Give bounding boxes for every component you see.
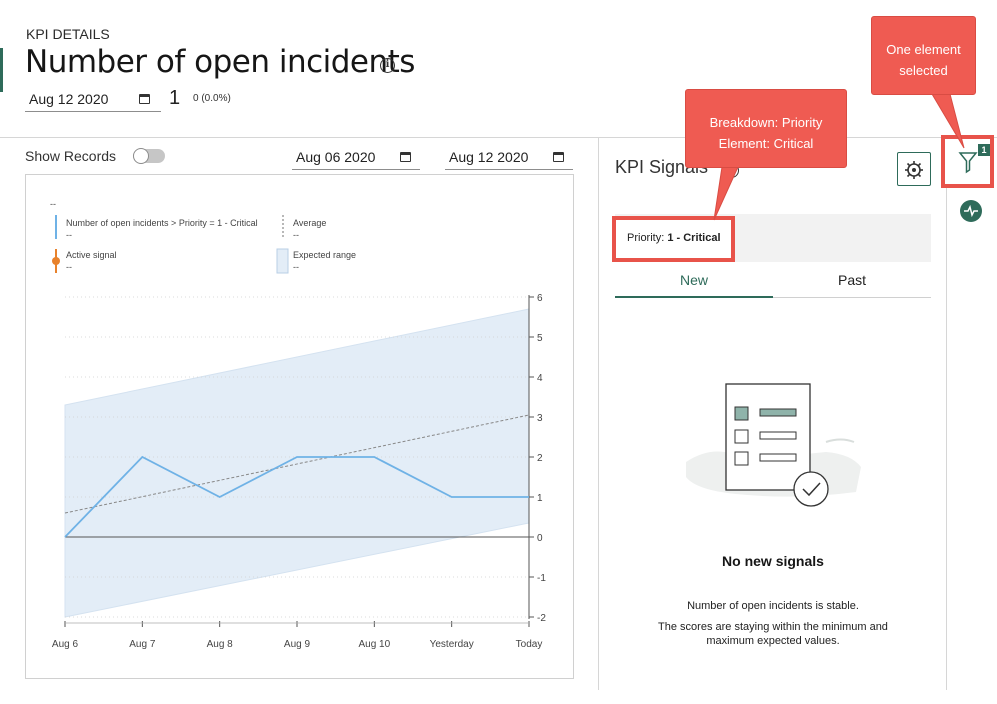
y-tick-label: 0	[537, 533, 543, 544]
y-tick-label: 5	[537, 333, 543, 344]
signals-title: KPI Signals	[615, 157, 708, 178]
signals-title-text: KPI Signals	[615, 157, 709, 177]
end-date-field[interactable]: Aug 12 2020	[445, 146, 573, 170]
legend-average-label: Average	[293, 218, 326, 228]
y-tick-label: -1	[537, 573, 546, 584]
show-records-label: Show Records	[25, 148, 117, 164]
priority-filter-chip[interactable]: Priority: 1 - Critical	[612, 216, 735, 262]
filter-count-badge: 1	[978, 144, 990, 156]
accent-bar	[0, 48, 3, 92]
kpi-change: 0 (0.0%)	[193, 93, 231, 104]
empty-title: No new signals	[722, 553, 824, 569]
activity-icon	[964, 204, 978, 218]
header-divider	[0, 137, 997, 138]
calendar-icon	[553, 152, 564, 162]
legend-series-value: --	[66, 230, 72, 240]
breakdown-callout: Breakdown: Priority Element: Critical	[685, 89, 847, 168]
signal-settings-button[interactable]	[897, 152, 931, 186]
calendar-icon	[400, 152, 411, 162]
legend-average-value: --	[293, 230, 299, 240]
toggle-knob	[133, 148, 149, 164]
start-date-value: Aug 06 2020	[296, 149, 376, 165]
y-tick-label: 2	[537, 453, 543, 464]
bottom-strip	[0, 690, 997, 704]
tab-past[interactable]: Past	[773, 272, 931, 298]
callout-one-element-text: One element	[886, 42, 961, 57]
callout-breakdown-text: Breakdown: Priority	[709, 115, 823, 130]
callout-selected-text: selected	[899, 63, 948, 78]
x-tick-label: Aug 10	[358, 639, 390, 650]
show-records-toggle[interactable]	[133, 148, 165, 164]
x-tick-label: Aug 7	[129, 639, 156, 650]
average-line	[64, 414, 530, 514]
y-tick-label: 3	[537, 413, 543, 424]
kpi-date-value: Aug 12 2020	[29, 91, 109, 107]
legend-top-value: --	[50, 199, 56, 209]
legend-active-value: --	[66, 262, 72, 272]
settings-icon	[905, 161, 923, 179]
x-tick-label: Yesterday	[430, 639, 474, 650]
panel-divider	[598, 137, 599, 704]
expected-range-band	[64, 308, 530, 618]
legend-expected-swatch	[276, 248, 289, 274]
sidebar-divider	[946, 137, 947, 704]
line-chart: -- Number of open incidents > Priority =…	[50, 199, 546, 650]
filter-button[interactable]: 1	[941, 135, 994, 188]
pulse-icon[interactable]	[960, 200, 982, 222]
x-tick-label: Aug 8	[207, 639, 234, 650]
filter-prefix: Priority:	[627, 232, 668, 244]
x-tick-label: Aug 9	[284, 639, 311, 650]
kpi-date-field[interactable]: Aug 12 2020	[25, 88, 161, 112]
filter-icon	[958, 152, 978, 174]
legend-active-label: Active signal	[66, 250, 117, 260]
filter-value: 1 - Critical	[667, 232, 721, 244]
y-tick-label: 6	[537, 293, 543, 304]
checklist-illustration	[686, 383, 861, 507]
selection-callout: One element selected	[871, 16, 976, 95]
x-tick-label: Today	[516, 639, 543, 650]
empty-line-2: The scores are staying within the minimu…	[658, 621, 888, 647]
end-date-value: Aug 12 2020	[449, 149, 529, 165]
empty-line-1: Number of open incidents is stable.	[687, 600, 859, 612]
kpi-details-label: KPI DETAILS	[26, 26, 110, 42]
start-date-field[interactable]: Aug 06 2020	[292, 146, 420, 170]
chart-frame: -- Number of open incidents > Priority =…	[25, 174, 574, 679]
legend-active-dot	[52, 257, 60, 265]
x-tick-label: Aug 6	[52, 639, 79, 650]
legend-series-label: Number of open incidents > Priority = 1 …	[66, 218, 258, 228]
legend-expected-value: --	[293, 262, 299, 272]
y-tick-label: -2	[537, 613, 546, 624]
legend-expected-label: Expected range	[293, 250, 356, 260]
y-tick-label: 1	[537, 493, 543, 504]
info-icon[interactable]: i	[380, 58, 395, 73]
kpi-value: 1	[169, 87, 181, 109]
callout-element-text: Element: Critical	[718, 136, 814, 151]
tab-new[interactable]: New	[615, 272, 773, 298]
page-title: Number of open incidents	[25, 44, 415, 80]
calendar-icon	[139, 94, 150, 104]
y-tick-label: 4	[537, 373, 543, 384]
